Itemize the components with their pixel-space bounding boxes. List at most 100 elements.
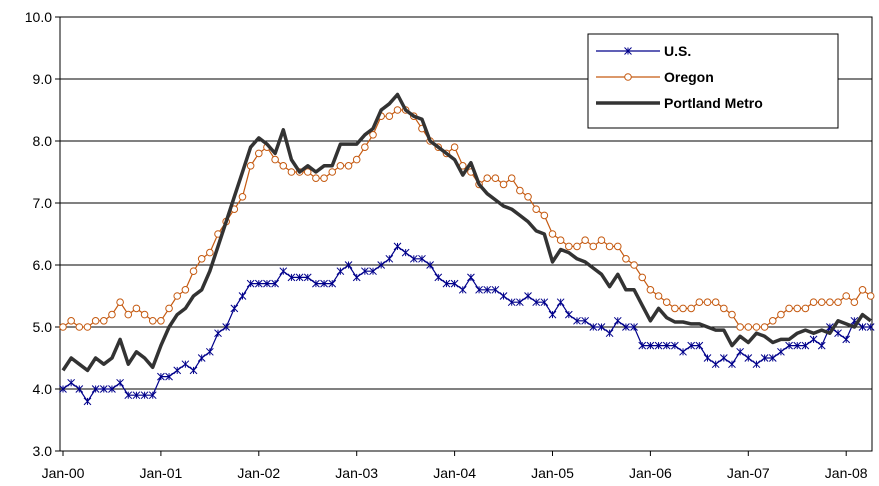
data-point bbox=[597, 236, 606, 244]
data-point bbox=[287, 168, 296, 176]
data-point bbox=[467, 273, 475, 282]
data-point bbox=[385, 254, 394, 263]
data-point bbox=[287, 273, 296, 282]
data-point bbox=[328, 279, 337, 288]
data-point bbox=[801, 304, 810, 313]
data-point bbox=[556, 298, 565, 307]
data-point bbox=[434, 273, 443, 282]
data-point bbox=[458, 285, 467, 294]
data-point bbox=[222, 323, 231, 331]
data-point bbox=[312, 279, 320, 288]
x-tick-label: Jan-06 bbox=[629, 465, 672, 481]
data-point bbox=[532, 205, 540, 213]
data-point bbox=[564, 310, 573, 319]
data-point bbox=[246, 162, 255, 170]
data-point bbox=[850, 298, 859, 307]
data-point bbox=[442, 279, 451, 288]
data-point bbox=[785, 341, 793, 350]
data-point bbox=[173, 366, 182, 375]
data-point bbox=[589, 323, 598, 331]
data-point bbox=[238, 292, 247, 300]
data-point bbox=[393, 242, 402, 251]
data-point bbox=[263, 279, 271, 288]
data-point bbox=[148, 391, 157, 400]
data-point bbox=[393, 106, 402, 114]
data-point bbox=[157, 372, 165, 381]
data-point bbox=[858, 323, 867, 331]
data-point bbox=[140, 310, 149, 319]
data-point bbox=[662, 298, 671, 307]
data-point bbox=[622, 323, 630, 331]
data-point bbox=[826, 298, 834, 307]
data-point bbox=[842, 335, 851, 344]
x-tick-label: Jan-05 bbox=[531, 465, 574, 481]
data-point bbox=[483, 174, 492, 182]
data-point bbox=[140, 391, 149, 400]
data-point bbox=[613, 242, 622, 251]
plot-area bbox=[59, 16, 873, 452]
data-point bbox=[711, 298, 720, 307]
data-point bbox=[320, 174, 328, 182]
data-point bbox=[573, 316, 581, 325]
data-point bbox=[809, 335, 818, 344]
data-point bbox=[157, 317, 165, 325]
data-point bbox=[148, 317, 157, 325]
data-point bbox=[303, 168, 312, 176]
data-point bbox=[499, 180, 508, 189]
x-tick-label: Jan-04 bbox=[433, 465, 476, 481]
data-point bbox=[59, 385, 67, 393]
data-point bbox=[565, 242, 573, 251]
series-portland-metro bbox=[61, 92, 872, 373]
y-tick-label: 8.0 bbox=[33, 133, 53, 149]
data-point bbox=[540, 298, 549, 307]
data-point bbox=[638, 341, 647, 350]
data-point bbox=[516, 298, 524, 307]
legend-label: Oregon bbox=[664, 69, 714, 85]
data-point bbox=[760, 323, 769, 331]
data-point bbox=[197, 254, 206, 263]
data-point bbox=[671, 304, 679, 313]
data-point bbox=[271, 279, 279, 288]
data-point bbox=[679, 347, 687, 356]
legend-item: Portland Metro bbox=[596, 95, 763, 111]
data-point bbox=[116, 378, 124, 387]
data-point bbox=[385, 112, 394, 120]
data-point bbox=[654, 292, 663, 300]
data-point bbox=[369, 267, 377, 276]
data-point bbox=[181, 360, 190, 369]
y-axis: 3.0 4.0 5.0 6.0 7.0 8.0 9.0 10.0 bbox=[25, 9, 60, 459]
data-point bbox=[842, 292, 851, 300]
x-axis: Jan-00 Jan-01 Jan-02 Jan-03 Jan-04 Jan-05 Jan-… bbox=[42, 451, 868, 481]
y-tick-label: 3.0 bbox=[33, 443, 53, 459]
data-point bbox=[801, 341, 810, 350]
data-point bbox=[654, 341, 663, 350]
data-point bbox=[703, 298, 712, 307]
data-point bbox=[336, 162, 345, 170]
data-point bbox=[83, 397, 92, 406]
data-point bbox=[728, 360, 736, 369]
data-point bbox=[344, 162, 353, 170]
data-point bbox=[793, 341, 802, 350]
data-point bbox=[834, 298, 842, 307]
data-point bbox=[785, 304, 793, 313]
data-point bbox=[491, 174, 500, 182]
data-point bbox=[59, 323, 67, 331]
y-tick-label: 9.0 bbox=[33, 71, 53, 87]
data-point bbox=[793, 304, 802, 313]
data-point bbox=[744, 323, 753, 331]
data-point bbox=[622, 254, 630, 263]
x-tick-label: Jan-00 bbox=[42, 465, 85, 481]
data-point bbox=[303, 273, 312, 282]
data-point bbox=[524, 292, 532, 300]
data-point bbox=[205, 347, 214, 356]
data-point bbox=[597, 323, 606, 331]
data-point bbox=[361, 267, 369, 276]
data-point bbox=[605, 242, 614, 251]
legend-marker bbox=[624, 47, 632, 55]
data-point bbox=[377, 261, 386, 269]
data-point bbox=[83, 323, 92, 331]
data-point bbox=[132, 391, 141, 400]
data-point bbox=[132, 304, 141, 313]
data-point bbox=[540, 211, 549, 220]
data-point bbox=[736, 323, 744, 331]
